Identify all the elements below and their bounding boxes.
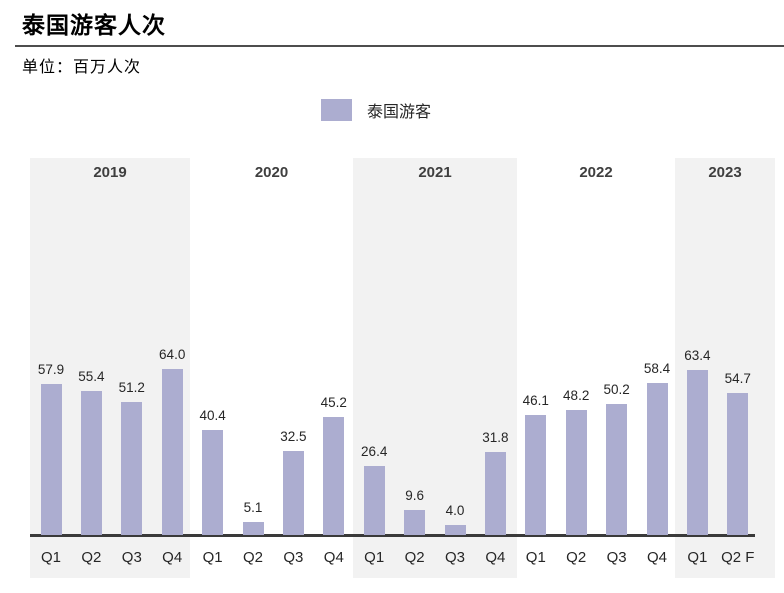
- year-label-2022: 2022: [579, 164, 613, 181]
- year-band-2022: 2022: [517, 158, 675, 578]
- value-label-2022-Q2: 48.2: [563, 387, 590, 403]
- value-label-2020-Q3: 32.5: [280, 428, 307, 444]
- bar-2022-Q4: [646, 383, 668, 535]
- quarter-label-2020-Q3: Q3: [283, 549, 304, 566]
- quarter-label-2023-Q2F: Q2 F: [721, 549, 755, 566]
- quarter-label-2021-Q1: Q1: [364, 549, 385, 566]
- bar-2023-Q1: [686, 370, 708, 535]
- quarter-label-2020-Q2: Q2: [242, 549, 263, 566]
- bar-2022-Q2: [565, 409, 587, 535]
- unit-label: 单位：百万人次: [22, 59, 142, 76]
- bar-2021-Q3: [444, 524, 466, 535]
- quarter-label-2020-Q1: Q1: [202, 549, 223, 566]
- year-band-2020: 2020: [190, 158, 353, 578]
- bar-2019-Q2: [80, 390, 102, 535]
- quarter-label-2022-Q4: Q4: [646, 549, 667, 566]
- value-label-2022-Q4: 58.4: [643, 361, 671, 377]
- value-label-2022-Q3: 50.2: [603, 382, 630, 398]
- quarter-label-2022-Q3: Q3: [606, 549, 627, 566]
- bar-2020-Q1: [202, 429, 224, 535]
- quarter-label-2021-Q3: Q3: [444, 549, 465, 566]
- quarter-label-2021-Q2: Q2: [404, 549, 425, 566]
- bar-2020-Q2: [242, 521, 264, 535]
- value-label-2021-Q3: 4.0: [445, 502, 465, 518]
- quarter-label-2019-Q2: Q2: [81, 549, 102, 566]
- bar-2021-Q4: [484, 452, 506, 535]
- value-label-2020-Q4: 45.2: [320, 395, 347, 411]
- value-label-2021-Q4: 31.8: [482, 430, 509, 446]
- bar-2019-Q1: [40, 384, 62, 535]
- quarter-label-2023-Q1: Q1: [687, 549, 708, 566]
- x-axis-line: [30, 534, 755, 537]
- quarter-label-2019-Q4: Q4: [162, 549, 183, 566]
- value-label-2023-Q1: 63.4: [684, 348, 711, 364]
- value-label-2021-Q2: 9.6: [405, 488, 424, 504]
- year-label-2021: 2021: [418, 164, 452, 181]
- bar-2022-Q3: [606, 404, 628, 535]
- value-label-2019-Q3: 51.2: [118, 379, 145, 395]
- quarter-label-2019-Q3: Q3: [121, 549, 142, 566]
- bar-2021-Q1: [363, 466, 385, 535]
- value-label-2020-Q2: 5.1: [243, 499, 263, 515]
- bar-2019-Q3: [121, 401, 143, 535]
- quarter-label-2020-Q4: Q4: [323, 549, 344, 566]
- legend-swatch-icon: [321, 99, 352, 121]
- value-label-2020-Q1: 40.4: [199, 407, 226, 423]
- value-label-2021-Q1: 26.4: [361, 444, 388, 460]
- bar-2019-Q4: [161, 368, 183, 535]
- quarter-label-2022-Q1: Q1: [525, 549, 546, 566]
- year-label-2023: 2023: [708, 164, 742, 181]
- bar-2021-Q2: [404, 510, 426, 535]
- bar-2023-Q2F: [727, 392, 749, 535]
- quarter-label-2019-Q1: Q1: [40, 549, 61, 566]
- value-label-2019-Q1: 57.9: [37, 362, 65, 378]
- quarter-label-2021-Q4: Q4: [485, 549, 506, 566]
- value-label-2022-Q1: 46.1: [522, 393, 549, 409]
- bar-2020-Q4: [323, 417, 345, 535]
- value-label-2019-Q2: 55.4: [78, 368, 105, 384]
- value-label-2023-Q2F: 54.7: [724, 370, 751, 386]
- bar-2020-Q3: [282, 450, 304, 535]
- page-title: 泰国游客人次: [22, 12, 166, 38]
- year-label-2019: 2019: [93, 164, 127, 181]
- bar-2022-Q1: [525, 415, 547, 535]
- value-label-2019-Q4: 64.0: [159, 346, 186, 362]
- legend: 泰国游客: [321, 99, 431, 121]
- legend-label: 泰国游客: [367, 104, 432, 121]
- title-divider: [15, 45, 784, 47]
- year-label-2020: 2020: [254, 164, 289, 181]
- quarter-label-2022-Q2: Q2: [566, 549, 587, 566]
